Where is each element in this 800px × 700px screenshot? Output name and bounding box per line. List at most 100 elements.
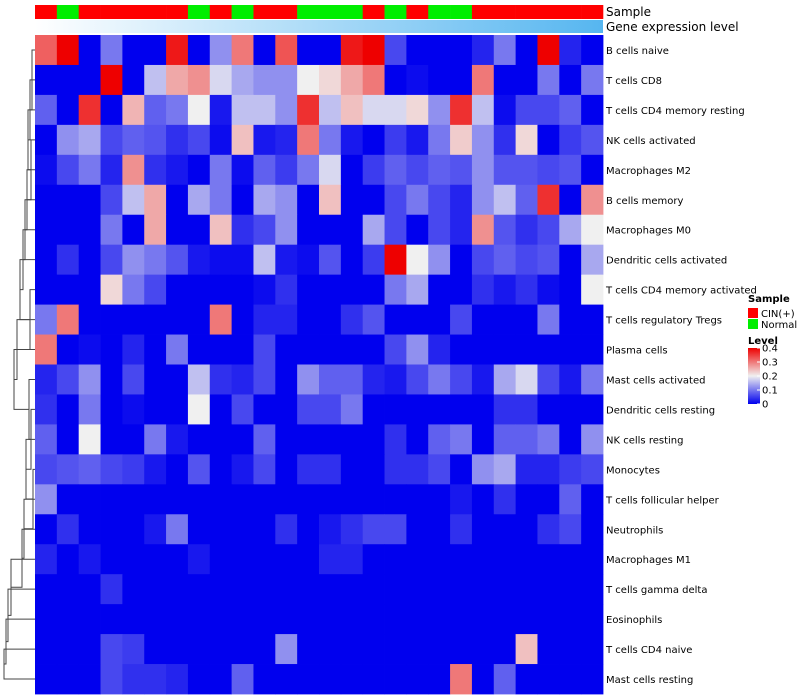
heatmap-cell	[144, 334, 167, 365]
heatmap-cell	[166, 544, 189, 575]
row-label: Plasma cells	[606, 346, 668, 357]
heatmap-cell	[406, 304, 429, 335]
heatmap-cell	[56, 394, 80, 425]
heatmap-cell	[56, 604, 80, 635]
heatmap-cell	[537, 214, 560, 246]
heatmap-cell	[471, 394, 495, 425]
heatmap-cell	[406, 184, 429, 216]
heatmap-cell	[297, 94, 320, 126]
heatmap-cell	[471, 94, 495, 126]
legend: Sample CIN(+)Normal Level 0.4 0.3 0.2 0.1 0	[748, 294, 797, 411]
heatmap-cell	[537, 634, 560, 665]
heatmap-cell	[275, 304, 298, 335]
heatmap-cell	[275, 544, 298, 575]
heatmap-cell	[78, 664, 101, 695]
heatmap-cell	[275, 184, 298, 216]
heatmap-cell	[362, 274, 385, 305]
heatmap-cell	[406, 544, 429, 575]
legend-level-tick-label: 0.2	[762, 372, 778, 383]
sample-annotation-cell	[581, 5, 604, 19]
heatmap-cell	[231, 334, 254, 365]
row-label: T cells CD4 naive	[605, 645, 692, 656]
sample-annotation-cell	[471, 5, 495, 19]
heatmap-cell	[581, 304, 604, 335]
heatmap-cell	[450, 514, 473, 545]
heatmap-cell	[362, 634, 385, 665]
heatmap-cell	[362, 244, 385, 276]
heatmap-cell	[209, 514, 233, 545]
heatmap-cell	[493, 364, 517, 395]
heatmap-cell	[78, 124, 101, 156]
legend-entry-label: CIN(+)	[761, 309, 795, 320]
gene-expression-annotation-track	[35, 20, 603, 33]
heatmap-cell	[35, 394, 58, 425]
heatmap-cell	[319, 634, 342, 665]
heatmap-cell	[559, 184, 582, 216]
heatmap-cell	[275, 154, 298, 186]
heatmap-cell	[581, 634, 604, 665]
heatmap-cell	[231, 154, 254, 186]
heatmap-cell	[122, 364, 145, 395]
heatmap-cell	[231, 484, 254, 515]
heatmap-cell	[56, 574, 80, 605]
heatmap-cell	[450, 424, 473, 455]
legend-sample-title: Sample	[748, 294, 790, 305]
heatmap-cell	[144, 424, 167, 455]
row-dendrogram	[3, 49, 35, 680]
heatmap-cell	[100, 214, 123, 246]
heatmap-cell	[340, 574, 364, 605]
heatmap-cell	[581, 154, 604, 186]
heatmap-cells	[35, 35, 604, 695]
heatmap-cell	[187, 394, 211, 425]
heatmap-cell	[450, 454, 473, 485]
heatmap-cell	[515, 94, 538, 126]
heatmap-cell	[384, 64, 407, 96]
heatmap-cell	[450, 124, 473, 156]
heatmap-cell	[340, 244, 364, 276]
heatmap-cell	[297, 64, 320, 96]
heatmap-cell	[209, 424, 233, 455]
heatmap-cell	[319, 454, 342, 485]
heatmap-cell	[581, 35, 604, 66]
heatmap-cell	[78, 274, 101, 305]
heatmap-cell	[253, 94, 276, 126]
heatmap-cell	[515, 304, 538, 335]
heatmap-cell	[559, 274, 582, 305]
heatmap-cell	[166, 124, 189, 156]
sample-annotation-cell	[515, 5, 538, 19]
heatmap-cell	[384, 334, 407, 365]
heatmap-cell	[187, 35, 211, 66]
heatmap-cell	[122, 124, 145, 156]
heatmap-cell	[537, 364, 560, 395]
heatmap-cell	[231, 184, 254, 216]
heatmap-cell	[319, 184, 342, 216]
sample-annotation-cell	[319, 5, 342, 19]
heatmap-cell	[56, 124, 80, 156]
heatmap-cell	[515, 394, 538, 425]
heatmap-cell	[231, 604, 254, 635]
heatmap-cell	[340, 334, 364, 365]
heatmap-cell	[122, 394, 145, 425]
heatmap-cell	[319, 604, 342, 635]
heatmap-cell	[428, 124, 451, 156]
heatmap-cell	[122, 184, 145, 216]
heatmap-cell	[493, 154, 517, 186]
heatmap-cell	[78, 424, 101, 455]
heatmap-cell	[537, 154, 560, 186]
heatmap-cell	[100, 274, 123, 305]
sample-annotation-cell	[406, 5, 429, 19]
heatmap-cell	[450, 184, 473, 216]
heatmap-cell	[100, 364, 123, 395]
heatmap-cell	[581, 334, 604, 365]
heatmap-cell	[515, 424, 538, 455]
heatmap-cell	[384, 35, 407, 66]
heatmap-cell	[166, 304, 189, 335]
heatmap-cell	[78, 484, 101, 515]
heatmap-cell	[537, 544, 560, 575]
heatmap-cell	[450, 274, 473, 305]
heatmap-cell	[144, 394, 167, 425]
heatmap-cell	[187, 124, 211, 156]
heatmap-cell	[253, 424, 276, 455]
heatmap-cell	[231, 64, 254, 96]
heatmap-cell	[581, 244, 604, 276]
